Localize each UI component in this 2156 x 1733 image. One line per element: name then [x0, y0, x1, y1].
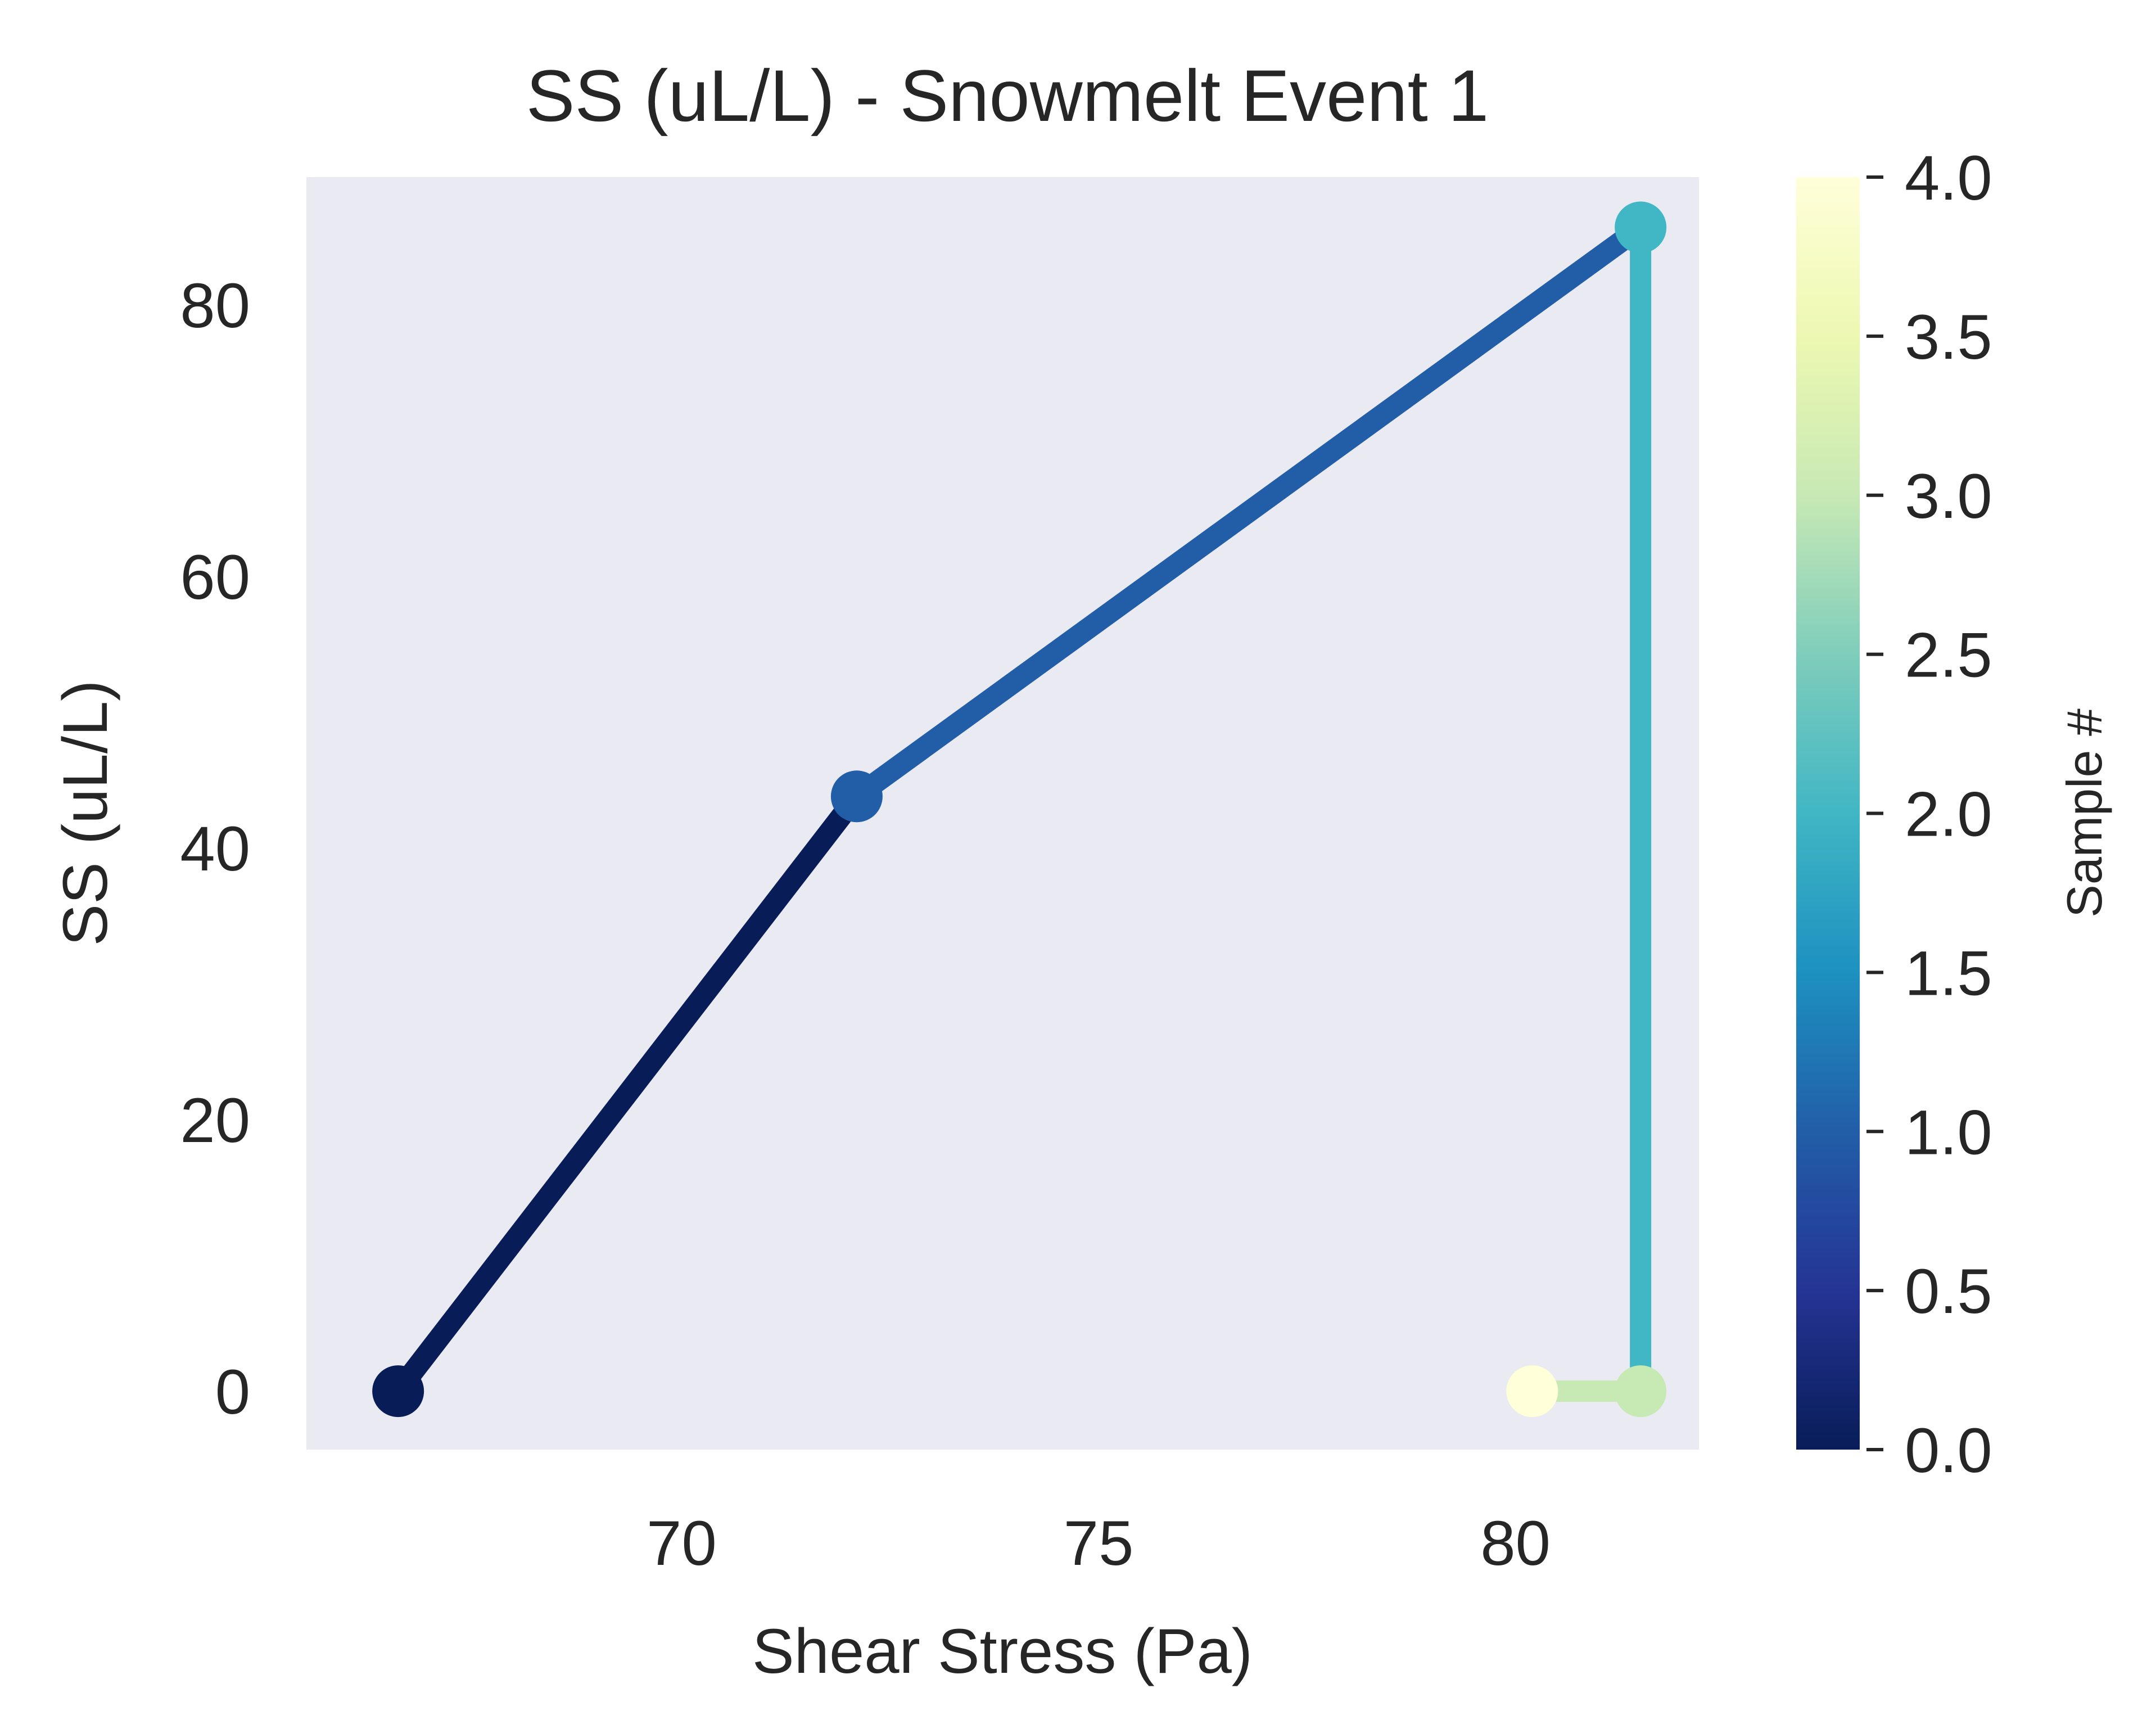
colorbar-tick-label: 2.0 [1905, 779, 1992, 850]
x-axis-label: Shear Stress (Pa) [752, 1616, 1253, 1686]
y-axis-label: SS (uL/L) [50, 680, 120, 946]
y-tick-label: 0 [215, 1357, 250, 1427]
colorbar-ticks: 0.0 0.5 1.0 1.5 2.0 2.5 3.0 3.5 4.0 [1866, 143, 1992, 1486]
y-tick-label: 80 [180, 270, 250, 341]
y-tick-label: 20 [180, 1085, 250, 1156]
data-point [1615, 1365, 1667, 1418]
data-point [1506, 1365, 1558, 1418]
y-tick-label: 40 [180, 814, 250, 884]
y-tick-label: 60 [180, 542, 250, 612]
plot-area [306, 177, 1699, 1450]
colorbar-tick-label: 3.0 [1905, 461, 1992, 531]
y-axis-ticks: 0 20 40 60 80 [180, 270, 250, 1427]
colorbar [1796, 177, 1860, 1450]
colorbar-tick-label: 4.0 [1905, 143, 1992, 213]
x-tick-label: 70 [647, 1508, 717, 1578]
colorbar-tick-label: 3.5 [1905, 302, 1992, 372]
colorbar-tick-label: 0.5 [1905, 1256, 1992, 1326]
data-marks [372, 201, 1667, 1418]
colorbar-tick-label: 1.5 [1905, 938, 1992, 1008]
series-segment [390, 789, 865, 1398]
colorbar-label: Sample # [2056, 708, 2112, 918]
colorbar-tick-label: 0.0 [1905, 1415, 1992, 1486]
colorbar-tick-label: 1.0 [1905, 1097, 1992, 1167]
colorbar-tick-label: 2.5 [1905, 620, 1992, 691]
chart-title: SS (uL/L) - Snowmelt Event 1 [526, 55, 1489, 137]
x-axis-ticks: 70 75 80 [647, 1508, 1551, 1578]
data-point [1615, 201, 1667, 254]
x-tick-label: 75 [1064, 1508, 1134, 1578]
series-segment [850, 218, 1647, 805]
data-point [830, 770, 883, 823]
data-point [372, 1365, 424, 1418]
x-tick-label: 80 [1480, 1508, 1551, 1578]
